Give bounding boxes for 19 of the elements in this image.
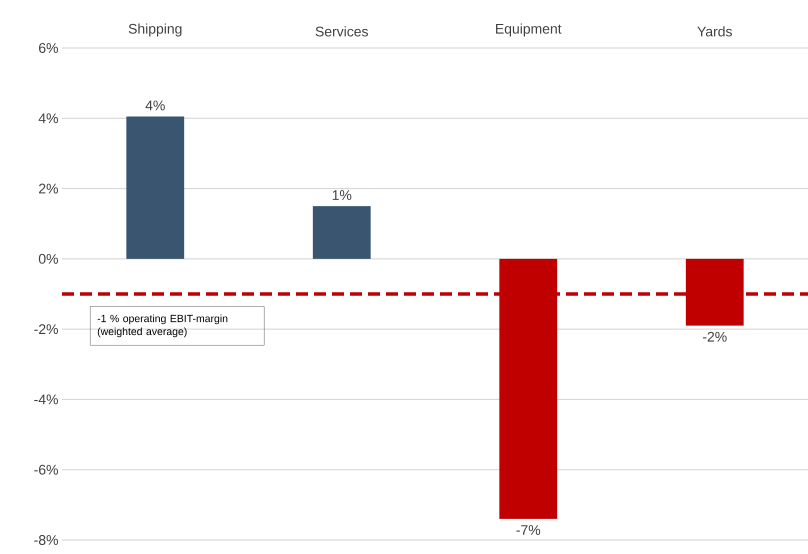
y-tick-label: 4% (38, 113, 58, 124)
y-tick-label: -2% (34, 324, 58, 334)
y-tick-label: -6% (34, 464, 58, 475)
x-tick-label: Yards (697, 26, 732, 36)
bar (312, 206, 371, 259)
ref-line-label: -1 % operating EBIT-margin (weighted average) (98, 314, 228, 338)
data-label: -2% (702, 332, 727, 342)
y-tick-label: -4% (34, 394, 58, 404)
bar (126, 116, 184, 259)
data-label: 1% (332, 190, 352, 200)
y-tick-label: -8% (34, 535, 58, 545)
data-label: -7% (516, 525, 540, 535)
y-tick-label: 2% (39, 184, 58, 194)
x-tick-label: Services (316, 26, 368, 36)
y-tick-label: 0% (38, 254, 58, 264)
y-tick-label: 6% (39, 43, 58, 53)
data-label: 4% (145, 100, 165, 110)
x-tick-label: Equipment (496, 23, 562, 36)
x-tick-label: Shipping (128, 23, 182, 36)
